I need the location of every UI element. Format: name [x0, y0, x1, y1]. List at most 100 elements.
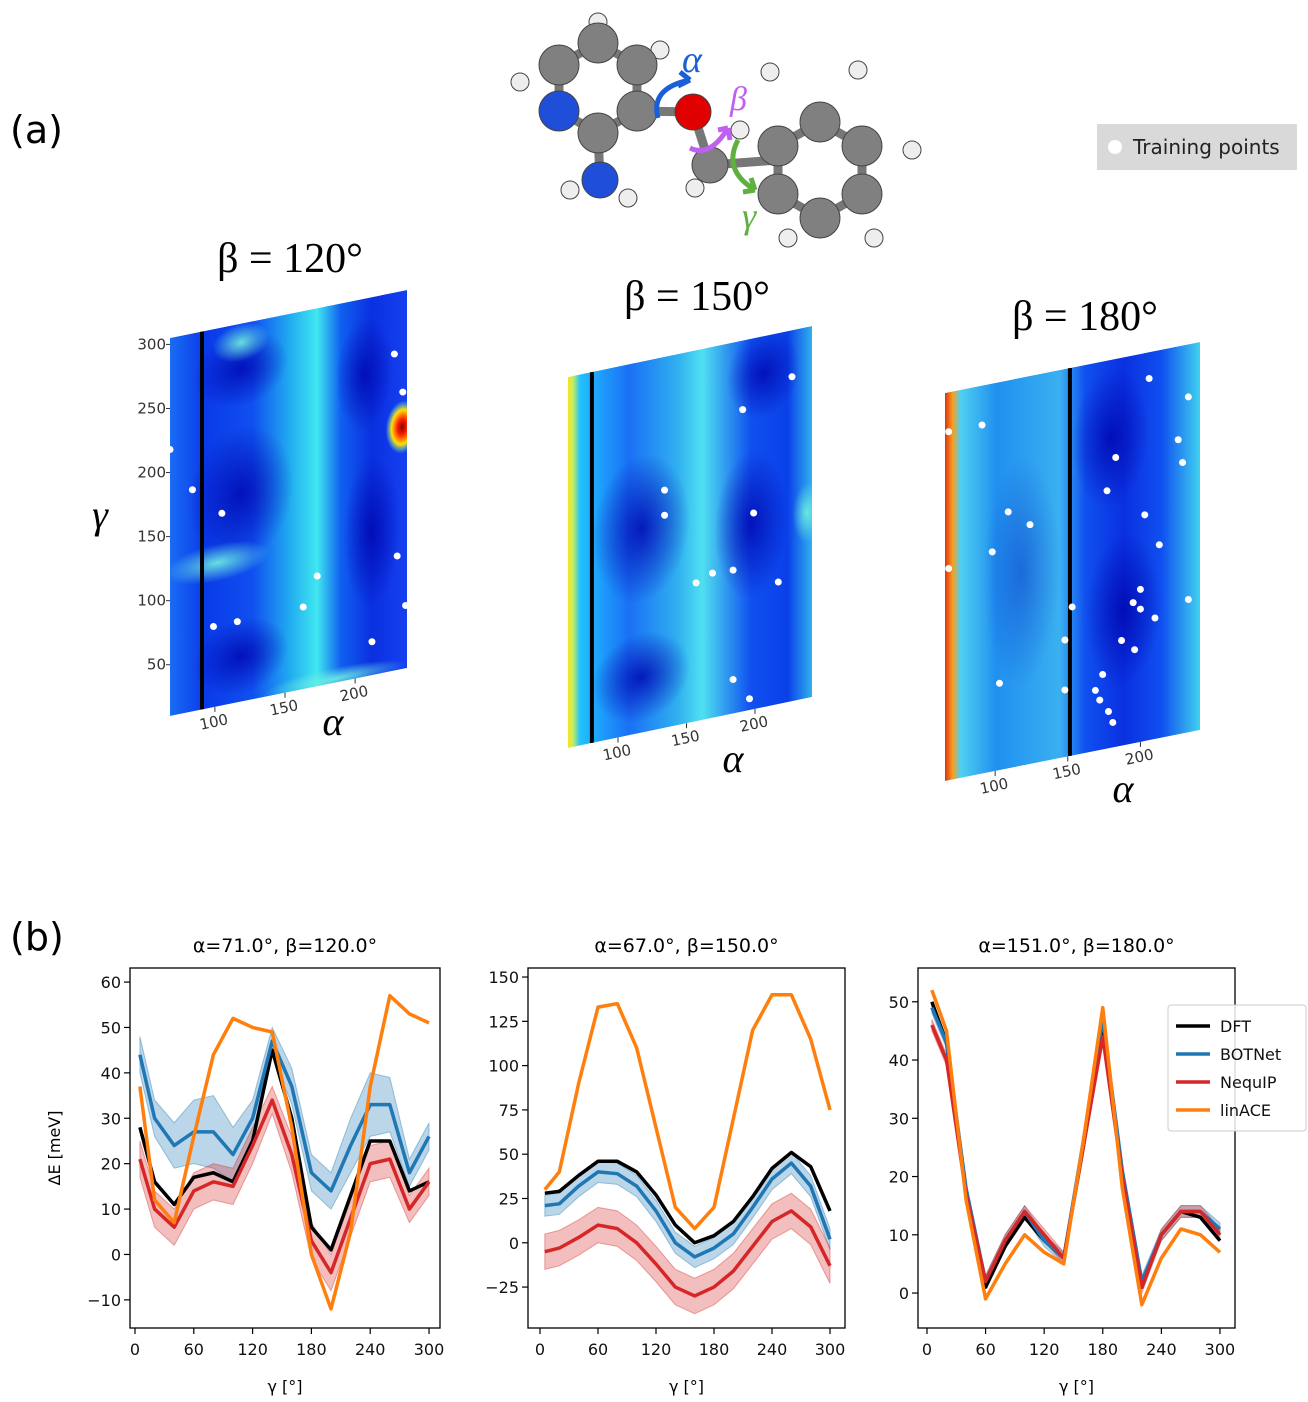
x-tick-label: 200: [338, 682, 370, 706]
y-tick-label: 20: [101, 1155, 121, 1174]
x-tick-label: 60: [588, 1340, 608, 1359]
heatmap-title: β = 180°: [1012, 294, 1158, 340]
training-point: [313, 572, 321, 580]
training-point: [1129, 599, 1137, 607]
training-point: [1136, 605, 1144, 613]
heatmap-title: β = 120°: [217, 236, 363, 282]
training-point: [399, 388, 407, 396]
y-tick-label: 60: [101, 973, 121, 992]
x-axis-label: α: [723, 736, 745, 781]
y-tick-label: 50: [499, 1145, 519, 1164]
x-tick-label: 60: [975, 1340, 995, 1359]
legend-box: [1167, 1004, 1307, 1132]
y-tick-label: −10: [87, 1291, 121, 1310]
error-band: [544, 1151, 831, 1269]
legend-label: Training points: [1132, 135, 1280, 159]
torsion-label: β: [729, 81, 747, 118]
x-tick-label: 0: [535, 1340, 545, 1359]
torsion-label: α: [682, 39, 703, 81]
x-tick-label: 0: [130, 1340, 140, 1359]
y-tick-label: 100: [137, 592, 166, 610]
x-tick-label: 300: [815, 1340, 846, 1359]
chart-title: α=71.0°, β=120.0°: [193, 935, 377, 957]
axes-frame: [527, 967, 846, 1329]
training-point: [393, 552, 401, 560]
y-tick-label: 75: [499, 1101, 519, 1120]
series-line: [543, 993, 832, 1231]
legend-marker: [1108, 140, 1122, 154]
y-tick-label: 30: [101, 1109, 121, 1128]
y-tick-label: 50: [889, 993, 909, 1012]
plot-area: [138, 993, 431, 1311]
training-point: [1099, 671, 1107, 679]
x-axis-label: γ [°]: [1059, 1377, 1094, 1396]
torsion-label: γ: [742, 196, 757, 236]
training-point: [1112, 453, 1120, 461]
legend-label: DFT: [1220, 1017, 1251, 1036]
x-tick-label: 240: [757, 1340, 788, 1359]
plot-area: [543, 993, 832, 1315]
training-point: [1151, 614, 1159, 622]
x-tick-label: 300: [1205, 1340, 1236, 1359]
points-legend: Training points: [1097, 124, 1297, 170]
x-tick-label: 200: [1124, 745, 1156, 769]
x-tick-label: 180: [296, 1340, 327, 1359]
y-tick-label: 10: [889, 1226, 909, 1245]
training-point: [1004, 508, 1012, 516]
torsion-arrows: [654, 70, 758, 195]
training-point: [1136, 585, 1144, 593]
x-tick-label: 300: [414, 1340, 445, 1359]
training-point: [739, 406, 747, 414]
training-point: [1091, 686, 1099, 694]
training-point: [1109, 718, 1117, 726]
x-axis-label: α: [323, 699, 345, 744]
x-tick-label: 150: [670, 727, 702, 751]
series-line: [544, 1161, 832, 1259]
training-point: [1103, 487, 1111, 495]
y-tick-label: 50: [147, 656, 166, 674]
series-line: [544, 1150, 832, 1245]
x-tick-label: 180: [1087, 1340, 1118, 1359]
y-tick-label: 0: [509, 1234, 519, 1253]
training-point: [1061, 686, 1069, 694]
training-point: [1068, 603, 1076, 611]
y-tick-label: 0: [899, 1284, 909, 1303]
error-band: [139, 1026, 430, 1210]
y-tick-label: 40: [101, 1064, 121, 1083]
training-point: [1026, 521, 1034, 529]
y-tick-label: 20: [889, 1168, 909, 1187]
training-point: [218, 509, 226, 517]
training-point: [1179, 459, 1187, 467]
training-point: [692, 579, 700, 587]
x-tick-label: 200: [738, 712, 770, 736]
y-axis-label: γ: [92, 492, 109, 537]
heatmap-field: [170, 290, 407, 716]
y-tick-label: 50: [101, 1018, 121, 1037]
x-axis-label: γ [°]: [267, 1377, 302, 1396]
x-tick-label: 240: [1146, 1340, 1177, 1359]
training-point: [774, 578, 782, 586]
x-tick-label: 180: [699, 1340, 730, 1359]
training-point: [746, 695, 754, 703]
panel-label: (b): [10, 915, 64, 959]
training-point: [1155, 541, 1163, 549]
training-point: [1174, 436, 1182, 444]
chart-title: α=151.0°, β=180.0°: [978, 935, 1174, 957]
x-tick-label: 120: [1029, 1340, 1060, 1359]
error-band: [544, 1192, 831, 1315]
y-axis-label: ΔE [meV]: [45, 1111, 64, 1186]
y-tick-label: 0: [111, 1245, 121, 1264]
training-point: [188, 486, 196, 494]
training-point: [1096, 696, 1104, 704]
x-tick-label: 60: [184, 1340, 204, 1359]
training-point: [788, 373, 796, 381]
legend-label: linACE: [1220, 1101, 1271, 1120]
training-point: [661, 486, 669, 494]
y-tick-label: 250: [137, 399, 166, 417]
series-line: [138, 993, 430, 1311]
x-tick-label: 120: [237, 1340, 268, 1359]
training-point: [209, 622, 217, 630]
series-line: [138, 1039, 431, 1193]
series-line: [930, 989, 1222, 1307]
x-axis-label: α: [1113, 766, 1135, 811]
